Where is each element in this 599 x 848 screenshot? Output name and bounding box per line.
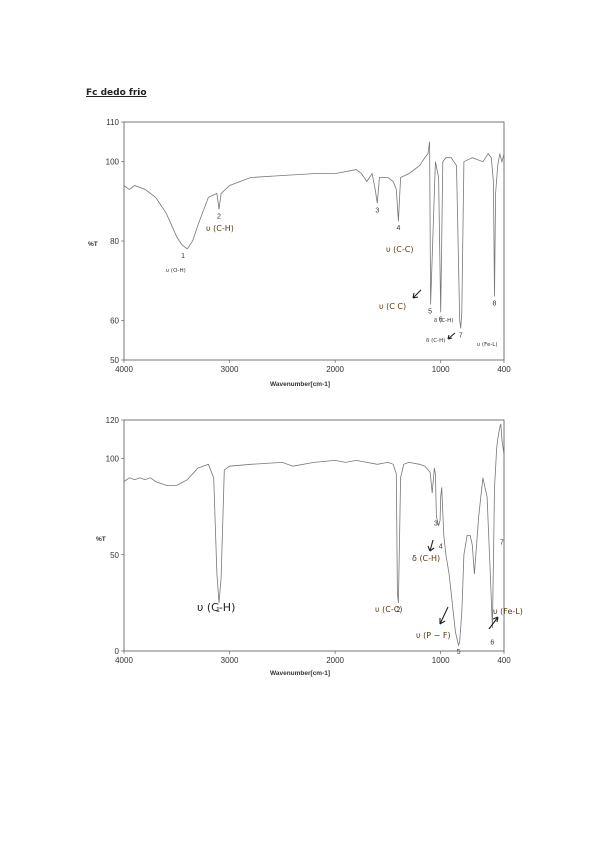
- chart-2-annotation-dch: δ (C-H): [412, 554, 440, 563]
- chart-2-y-tick-label: 50: [110, 551, 119, 560]
- chart-1-y-tick-label: 60: [110, 316, 119, 325]
- chart-2-y-tick-label: 0: [115, 647, 120, 656]
- chart-2-y-axis-label: %T: [96, 536, 106, 543]
- chart-1-annotation-cc: υ (C-C): [386, 245, 413, 254]
- chart-1-peak-label-6: 6: [439, 316, 443, 323]
- chart-2-peak-label-6: 6: [490, 640, 494, 647]
- chart-2-x-tick-label: 400: [497, 656, 511, 665]
- chart-1-annotation-dch1: δ (C-H): [434, 318, 453, 324]
- chart-1-y-tick-label: 50: [110, 356, 119, 365]
- chart-1-x-tick-label: 2000: [326, 365, 344, 374]
- chart-2-y-tick-label: 120: [106, 416, 120, 425]
- chart-1-annotation-oh: υ (O-H): [166, 268, 186, 274]
- chart-2-annotation-ch: υ (C-H): [197, 601, 235, 614]
- chart-2-arrow-pf: [439, 606, 449, 625]
- chart-1-ticks: 4000 3000 2000 1000 400 50 60 80 100 110: [106, 118, 512, 374]
- chart-1-peak-labels: 1 2 3 4 56 7 8: [181, 207, 496, 339]
- chart-2-x-tick-label: 4000: [115, 656, 133, 665]
- chart-2-peak-label-2: 2: [396, 607, 400, 614]
- chart-2-peak-label-7: 7: [500, 540, 504, 547]
- chart-1-annotation-fel: υ (Fe-L): [477, 342, 498, 348]
- chart-1-peak-label-5: 5: [428, 308, 432, 315]
- chart-2-frame: [123, 419, 505, 652]
- chart-2-x-tick-label: 3000: [221, 656, 239, 665]
- chart-2-annotation-fel: υ (Fe-L): [493, 607, 523, 616]
- chart-1-peak-label-7: 7: [459, 332, 463, 339]
- chart-1-arrow-cc2: [412, 289, 422, 299]
- chart-1-arrow-dch2: [447, 332, 456, 340]
- chart-1-peak-label-8: 8: [493, 301, 497, 308]
- chart-1-annotation-dch2: δ (C-H): [426, 338, 445, 344]
- chart-2-x-tick-label: 2000: [326, 656, 344, 665]
- chart-1-peak-label-3: 3: [375, 207, 379, 214]
- chart-1-y-tick-label: 110: [106, 118, 119, 127]
- chart-1-peak-label-4: 4: [396, 225, 400, 232]
- chart-1-y-axis-label: %T: [88, 241, 98, 248]
- chart-2-peak-label-3: 3: [434, 520, 438, 527]
- chart-1-x-tick-label: 3000: [221, 365, 239, 374]
- chart-1-annotation-ch: υ (C-H): [206, 224, 234, 233]
- chart-1-x-tick-label: 400: [497, 365, 511, 374]
- document-title: Fc dedo frio: [86, 88, 147, 98]
- chart-2-spectrum-line: [123, 423, 505, 647]
- chart-1: 4000 3000 2000 1000 400 50 60 80 100 110 Wavenumb…: [88, 118, 511, 388]
- chart-1-x-tick-label: 4000: [115, 365, 133, 374]
- chart-1-y-tick-label: 80: [110, 237, 119, 246]
- chart-2-annotation-cc: υ (C-C): [375, 605, 402, 614]
- chart-1-peak-label-2: 2: [217, 213, 221, 220]
- chart-1-spectrum-line: [123, 141, 505, 329]
- chart-1-x-axis-label: Wavenumber[cm-1]: [270, 381, 330, 388]
- chart-2-peak-label-4: 4: [439, 543, 443, 550]
- chart-2-x-axis-label: Wavenumber[cm-1]: [270, 670, 330, 677]
- chart-1-y-tick-label: 100: [106, 158, 120, 167]
- chart-1-peak-label-1: 1: [181, 253, 185, 260]
- chart-2-peak-label-1: 1: [216, 607, 220, 614]
- chart-1-annotation-cc2: υ (C C): [379, 302, 406, 311]
- chart-2-peak-label-5: 5: [457, 649, 461, 656]
- chart-2-arrow-dch: [427, 539, 435, 552]
- chart-1-x-tick-label: 1000: [432, 365, 450, 374]
- chart-2-peak-labels: 1 2 3 4 5 6 7: [216, 520, 504, 656]
- chart-2-arrow-fel: [488, 616, 499, 630]
- chart-2-x-tick-label: 1000: [432, 656, 450, 665]
- chart-2-y-tick-label: 100: [106, 455, 120, 464]
- chart-2-annotation-pf: υ (P − F): [416, 631, 451, 640]
